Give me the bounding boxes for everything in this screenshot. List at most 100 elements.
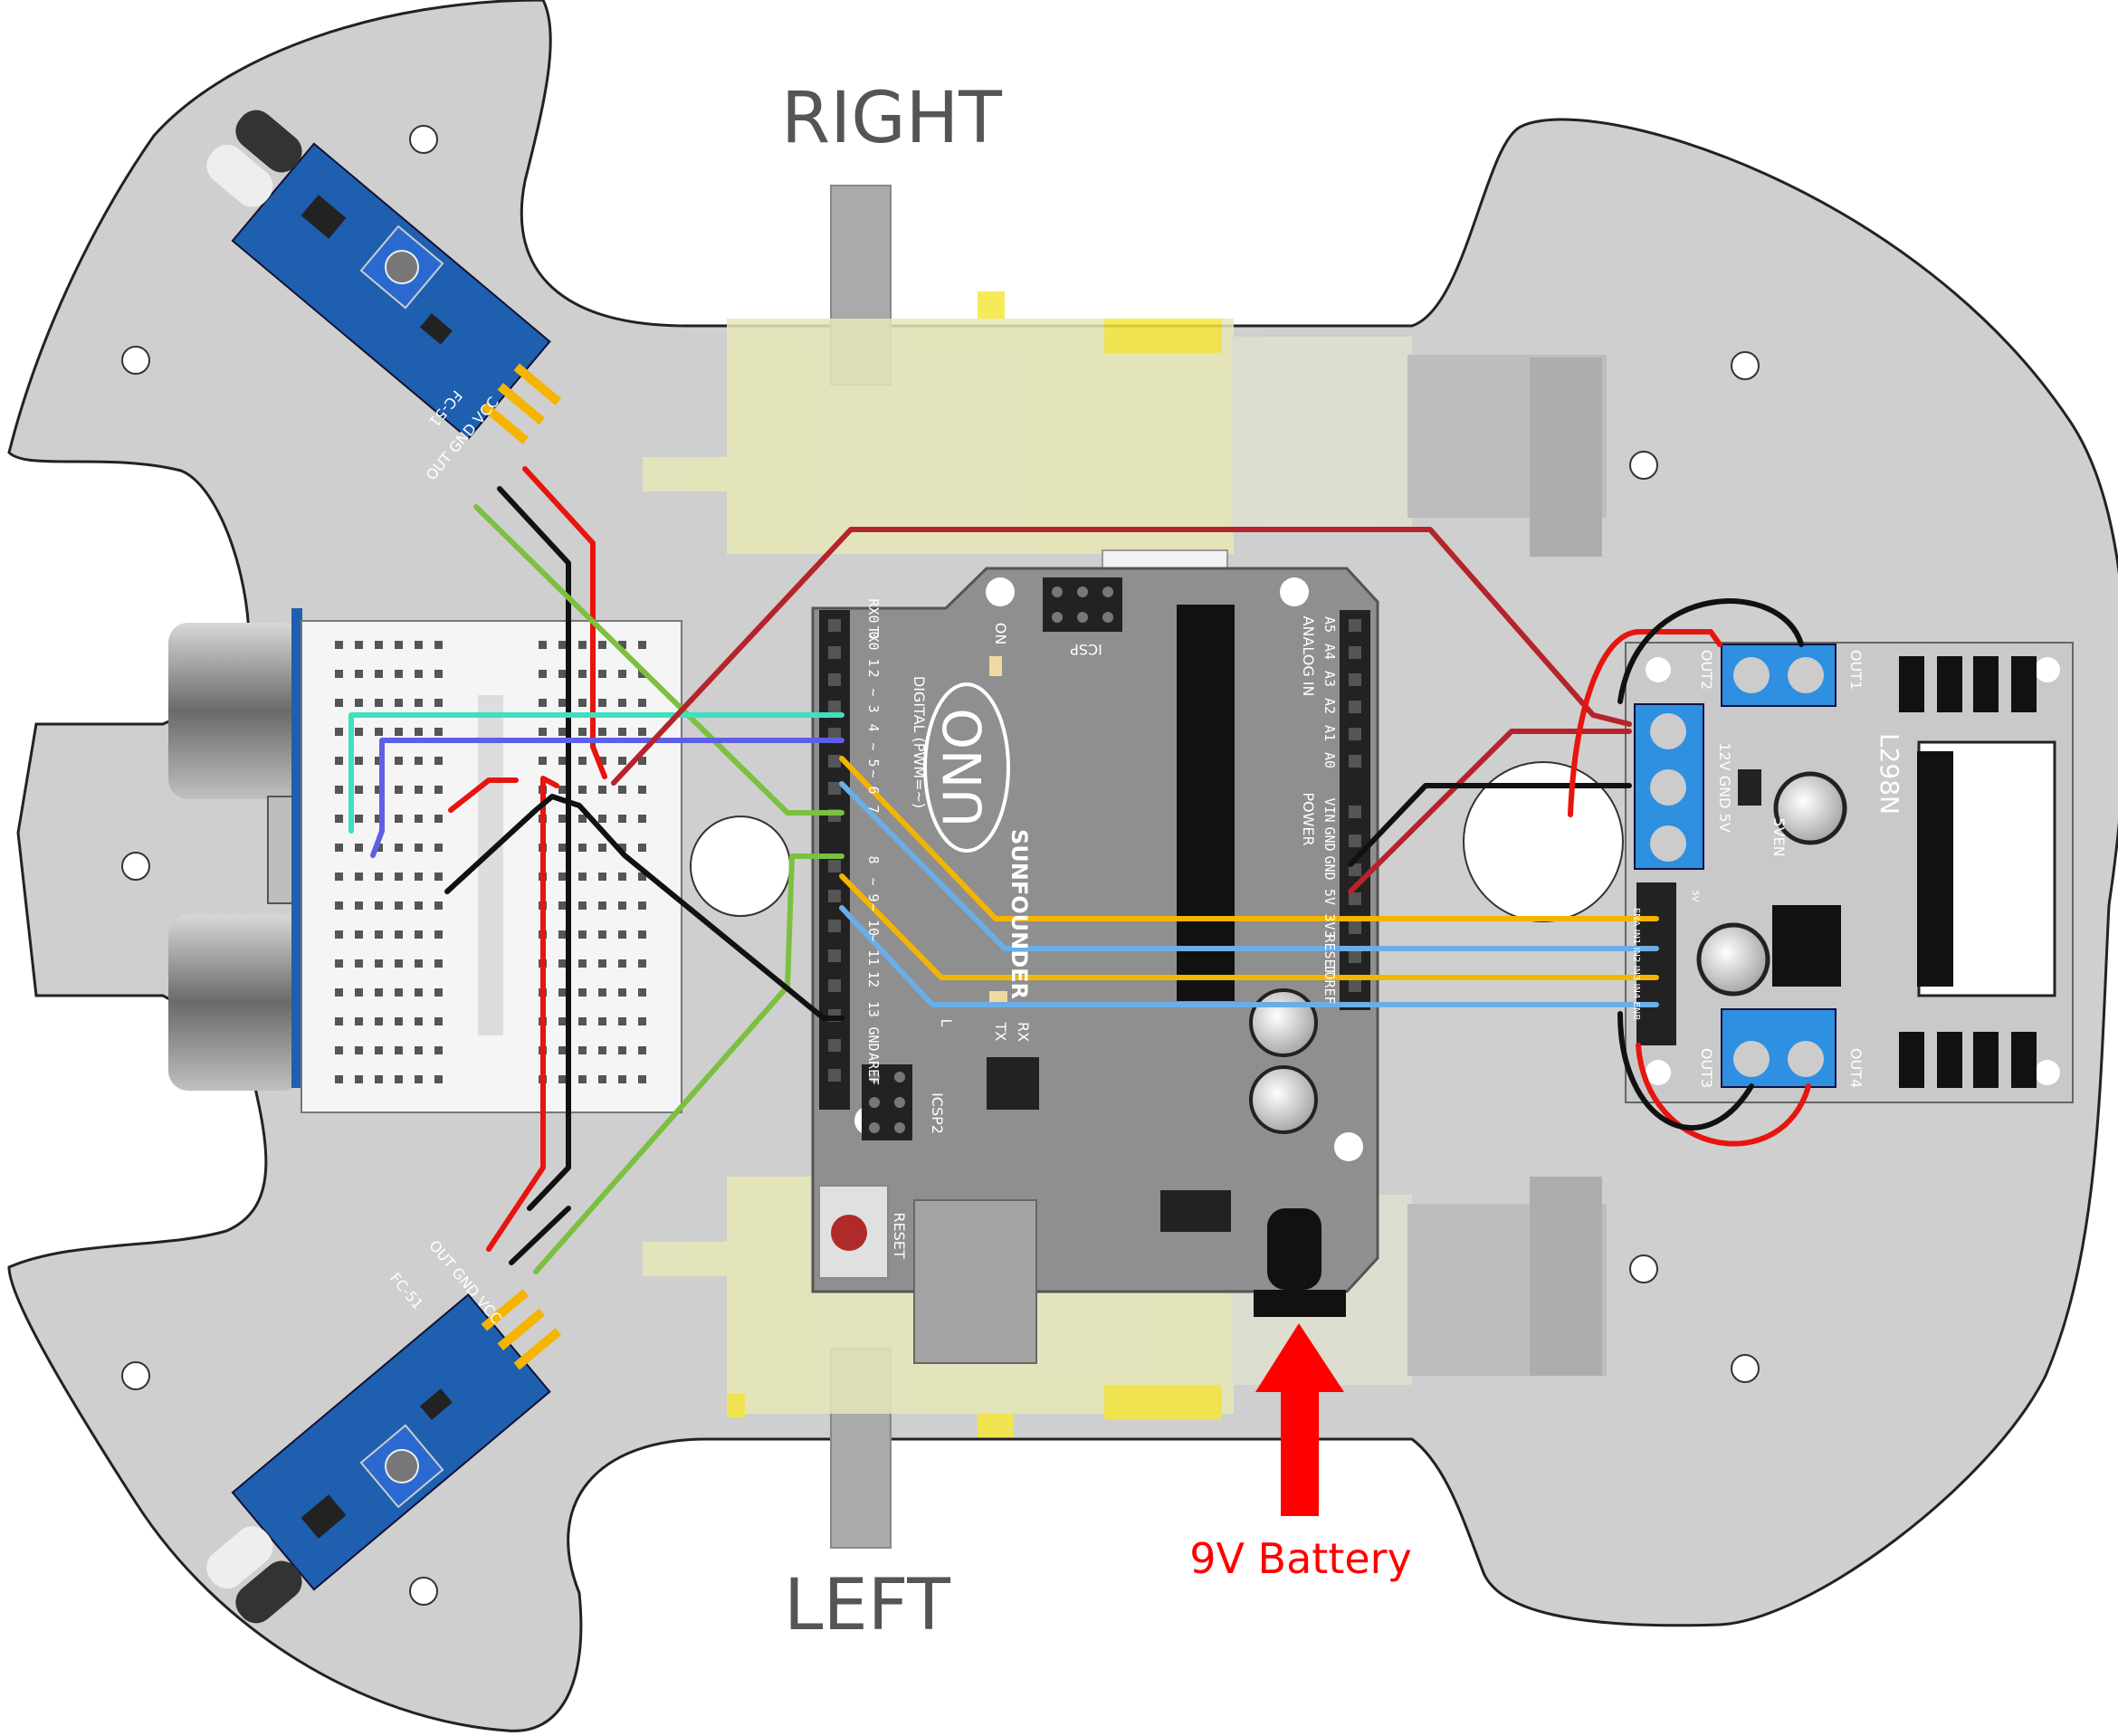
breadboard-hole [539, 728, 547, 736]
wire-us-echo [370, 738, 844, 858]
breadboard-hole [395, 757, 403, 765]
arduino-pin-label: 4 [865, 723, 882, 731]
arduino-pin-label: A2 [1321, 698, 1338, 714]
breadboard-hole [558, 959, 567, 968]
breadboard-hole [375, 1046, 383, 1054]
breadboard-hole [335, 988, 343, 997]
breadboard-hole [598, 930, 606, 939]
breadboard-hole [395, 930, 403, 939]
arduino-pin-label: ~ 5 [865, 742, 882, 767]
breadboard-hole [598, 1017, 606, 1025]
arduino-digital-header-pin [828, 1039, 841, 1052]
wire-top-vcc [522, 466, 607, 779]
breadboard-hole [618, 988, 626, 997]
breadboard-hole [618, 901, 626, 910]
breadboard-hole [578, 901, 587, 910]
breadboard-hole [355, 988, 363, 997]
breadboard-hole [618, 844, 626, 852]
breadboard-hole [415, 959, 423, 968]
breadboard-hole [335, 1017, 343, 1025]
arduino-analog-header-pin [1349, 950, 1361, 963]
breadboard-hole [355, 786, 363, 794]
breadboard-hole [395, 699, 403, 707]
arduino-digital-header-pin [828, 1069, 841, 1082]
breadboard-hole [618, 873, 626, 881]
breadboard-hole [638, 641, 646, 649]
breadboard-hole [598, 988, 606, 997]
breadboard-hole [598, 1046, 606, 1054]
breadboard-hole [415, 901, 423, 910]
breadboard-hole [434, 699, 443, 707]
arduino-pin-label: 12 [865, 971, 882, 987]
arduino-pin-label: A5 [1321, 616, 1338, 633]
breadboard-hole [375, 728, 383, 736]
breadboard-hole [578, 988, 587, 997]
breadboard-hole [355, 930, 363, 939]
wire-motor-right-black [1617, 598, 1804, 704]
wire-bottom-out [533, 854, 844, 1274]
breadboard-hole [558, 844, 567, 852]
arduino-l-label: L [938, 1019, 955, 1027]
breadboard-hole [355, 959, 363, 968]
breadboard-hole [598, 1075, 606, 1083]
driver-header: ENA IN1 IN2 IN3 IN4 ENB [1631, 908, 1641, 1021]
arduino-pin-label: ~ 9 [865, 877, 882, 901]
arduino-pin-label: A3 [1321, 671, 1338, 687]
breadboard-hole [578, 959, 587, 968]
arduino-pin-label: 5V [1321, 889, 1338, 905]
arduino-analog-header-pin [1349, 892, 1361, 905]
breadboard-hole [578, 786, 587, 794]
breadboard-hole [558, 699, 567, 707]
ir-sensor-bottom [206, 1289, 561, 1624]
breadboard-hole [395, 1075, 403, 1083]
arduino-analog-header-pin [1349, 701, 1361, 713]
breadboard-hole [355, 641, 363, 649]
breadboard-hole [375, 641, 383, 649]
breadboard-hole [415, 699, 423, 707]
breadboard-hole [598, 757, 606, 765]
breadboard-hole [395, 901, 403, 910]
wire-motor-left-red [1636, 1043, 1811, 1147]
breadboard-hole [395, 641, 403, 649]
wire-in3 [839, 873, 1659, 980]
breadboard-hole [434, 988, 443, 997]
breadboard-hole [375, 670, 383, 678]
breadboard-hole [434, 728, 443, 736]
arduino-digital-header-pin [828, 949, 841, 962]
breadboard-hole [638, 1046, 646, 1054]
wire-motor-right-red [1568, 629, 1722, 817]
breadboard-hole [578, 1075, 587, 1083]
arduino-analog-header-pin [1349, 921, 1361, 934]
arduino-digital-header-pin [828, 890, 841, 902]
breadboard-hole [434, 1075, 443, 1083]
arduino-analog-header-pin [1349, 673, 1361, 686]
arduino-rx-label: RX [1015, 1022, 1032, 1042]
arduino-icsp2-label: ICSP2 [929, 1092, 946, 1134]
arduino-digital-header-pin [828, 673, 841, 686]
breadboard-hole [598, 873, 606, 881]
breadboard-hole [434, 786, 443, 794]
arduino-uno [811, 567, 1379, 1364]
driver-power-terms: 12V GND 5V [1716, 742, 1733, 832]
arduino-digital-label: DIGITAL (PWM=~) [911, 676, 928, 808]
breadboard-hole [355, 815, 363, 823]
breadboard-hole [598, 815, 606, 823]
breadboard-hole [638, 988, 646, 997]
arduino-pin-label: 7 [865, 805, 882, 813]
wire-darkred-main [611, 527, 1632, 786]
arduino-analog-header-pin [1349, 646, 1361, 659]
wire-in1 [839, 756, 1659, 921]
arduino-pin-label: IOREF [1321, 963, 1338, 1004]
breadboard-hole [375, 786, 383, 794]
arduino-pin-label: 13 [865, 1001, 882, 1017]
breadboard-hole [558, 1046, 567, 1054]
breadboard-hole [558, 1017, 567, 1025]
breadboard-hole [618, 786, 626, 794]
breadboard-hole [638, 699, 646, 707]
arduino-digital-header-pin [828, 619, 841, 632]
breadboard-hole [395, 786, 403, 794]
breadboard-hole [618, 1075, 626, 1083]
arduino-analog-pin-labels: A5 A4 A3 A2 A1 A0 [1321, 616, 1338, 768]
breadboard-hole [335, 1075, 343, 1083]
